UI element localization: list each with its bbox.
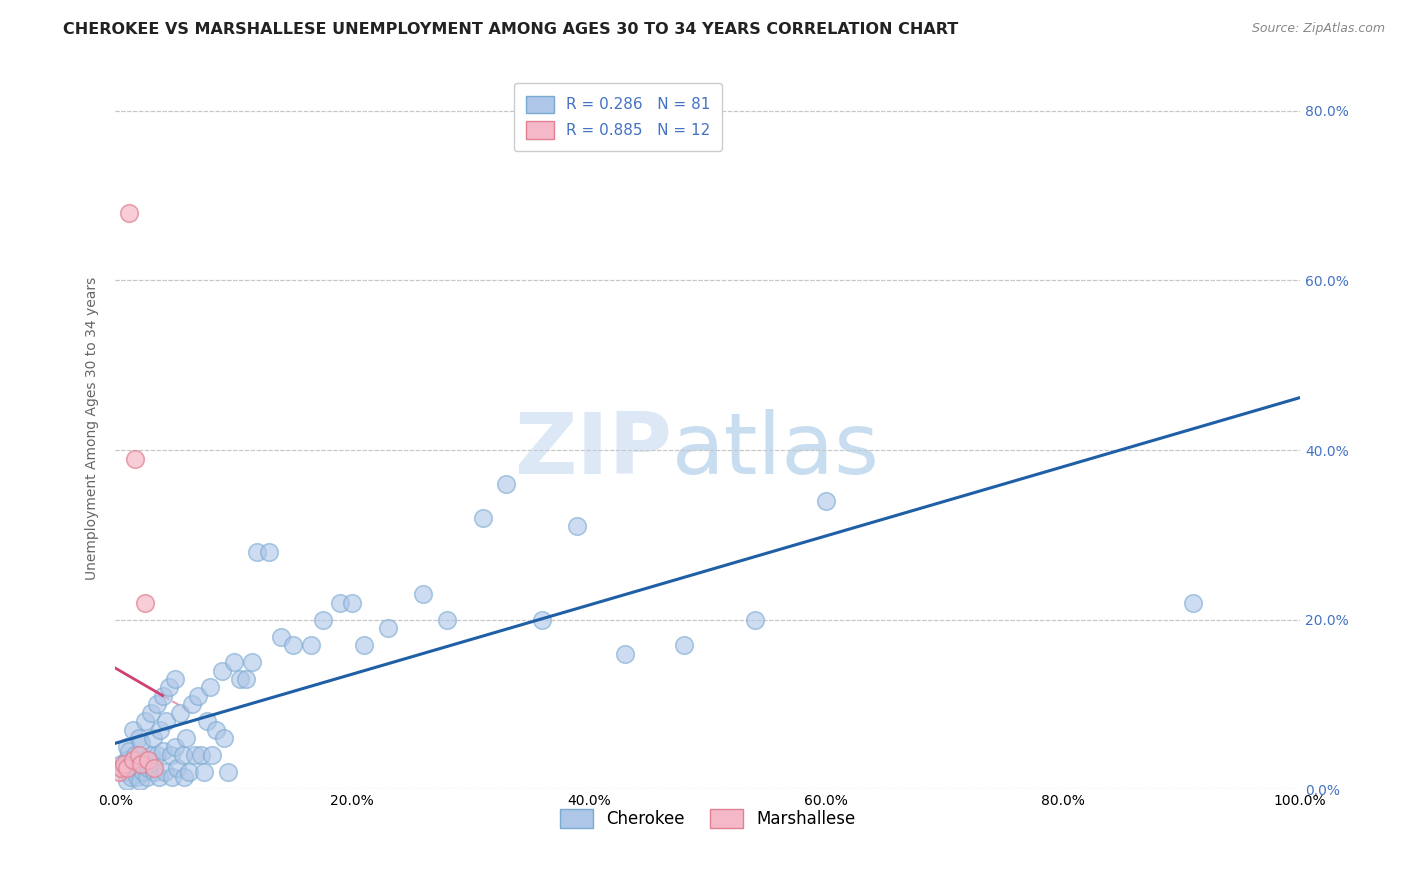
- Point: [143, 761, 166, 775]
- Point: [342, 596, 364, 610]
- Point: [125, 770, 148, 784]
- Point: [118, 205, 141, 219]
- Y-axis label: Unemployment Among Ages 30 to 34 years: Unemployment Among Ages 30 to 34 years: [86, 277, 100, 581]
- Point: [329, 596, 352, 610]
- Text: Source: ZipAtlas.com: Source: ZipAtlas.com: [1251, 22, 1385, 36]
- Point: [183, 748, 205, 763]
- Point: [153, 765, 176, 780]
- Point: [136, 770, 159, 784]
- Point: [613, 647, 636, 661]
- Point: [377, 621, 399, 635]
- Point: [124, 748, 146, 763]
- Text: ZIP: ZIP: [515, 409, 672, 492]
- Point: [138, 753, 160, 767]
- Point: [172, 748, 194, 763]
- Point: [205, 723, 228, 737]
- Point: [177, 765, 200, 780]
- Point: [744, 613, 766, 627]
- Point: [142, 731, 165, 746]
- Point: [176, 731, 198, 746]
- Legend: Cherokee, Marshallese: Cherokee, Marshallese: [553, 803, 862, 835]
- Point: [145, 698, 167, 712]
- Point: [311, 613, 333, 627]
- Point: [259, 545, 281, 559]
- Point: [115, 761, 138, 775]
- Point: [114, 765, 136, 780]
- Point: [131, 765, 153, 780]
- Point: [120, 770, 142, 784]
- Point: [495, 477, 517, 491]
- Point: [115, 739, 138, 754]
- Point: [299, 638, 322, 652]
- Point: [228, 672, 250, 686]
- Point: [139, 748, 162, 763]
- Point: [152, 744, 174, 758]
- Point: [143, 765, 166, 780]
- Point: [122, 723, 145, 737]
- Point: [412, 587, 434, 601]
- Point: [128, 756, 150, 771]
- Point: [195, 714, 218, 729]
- Point: [281, 638, 304, 652]
- Point: [122, 756, 145, 771]
- Point: [246, 545, 269, 559]
- Point: [124, 451, 146, 466]
- Point: [160, 748, 183, 763]
- Point: [1182, 596, 1205, 610]
- Point: [193, 765, 215, 780]
- Point: [115, 753, 138, 767]
- Point: [129, 773, 152, 788]
- Point: [672, 638, 695, 652]
- Point: [211, 664, 233, 678]
- Point: [240, 655, 263, 669]
- Point: [131, 735, 153, 749]
- Point: [108, 765, 131, 780]
- Point: [198, 681, 221, 695]
- Point: [155, 714, 177, 729]
- Point: [270, 630, 292, 644]
- Point: [530, 613, 553, 627]
- Point: [138, 761, 160, 775]
- Point: [110, 756, 132, 771]
- Point: [145, 748, 167, 763]
- Point: [815, 494, 838, 508]
- Point: [118, 744, 141, 758]
- Point: [128, 748, 150, 763]
- Point: [163, 739, 186, 754]
- Point: [173, 770, 195, 784]
- Point: [157, 681, 180, 695]
- Point: [187, 689, 209, 703]
- Point: [201, 748, 224, 763]
- Point: [190, 748, 212, 763]
- Point: [134, 596, 156, 610]
- Point: [110, 761, 132, 775]
- Point: [471, 511, 494, 525]
- Point: [115, 773, 138, 788]
- Point: [222, 655, 245, 669]
- Point: [112, 761, 135, 775]
- Point: [163, 672, 186, 686]
- Point: [148, 770, 170, 784]
- Text: atlas: atlas: [672, 409, 880, 492]
- Point: [181, 698, 204, 712]
- Point: [217, 765, 239, 780]
- Text: CHEROKEE VS MARSHALLESE UNEMPLOYMENT AMONG AGES 30 TO 34 YEARS CORRELATION CHART: CHEROKEE VS MARSHALLESE UNEMPLOYMENT AMO…: [63, 22, 959, 37]
- Point: [139, 706, 162, 720]
- Point: [160, 770, 183, 784]
- Point: [353, 638, 375, 652]
- Point: [128, 731, 150, 746]
- Point: [134, 714, 156, 729]
- Point: [149, 723, 172, 737]
- Point: [152, 689, 174, 703]
- Point: [214, 731, 236, 746]
- Point: [122, 753, 145, 767]
- Point: [436, 613, 458, 627]
- Point: [131, 756, 153, 771]
- Point: [166, 761, 188, 775]
- Point: [134, 753, 156, 767]
- Point: [169, 706, 191, 720]
- Point: [112, 756, 135, 771]
- Point: [235, 672, 257, 686]
- Point: [567, 519, 589, 533]
